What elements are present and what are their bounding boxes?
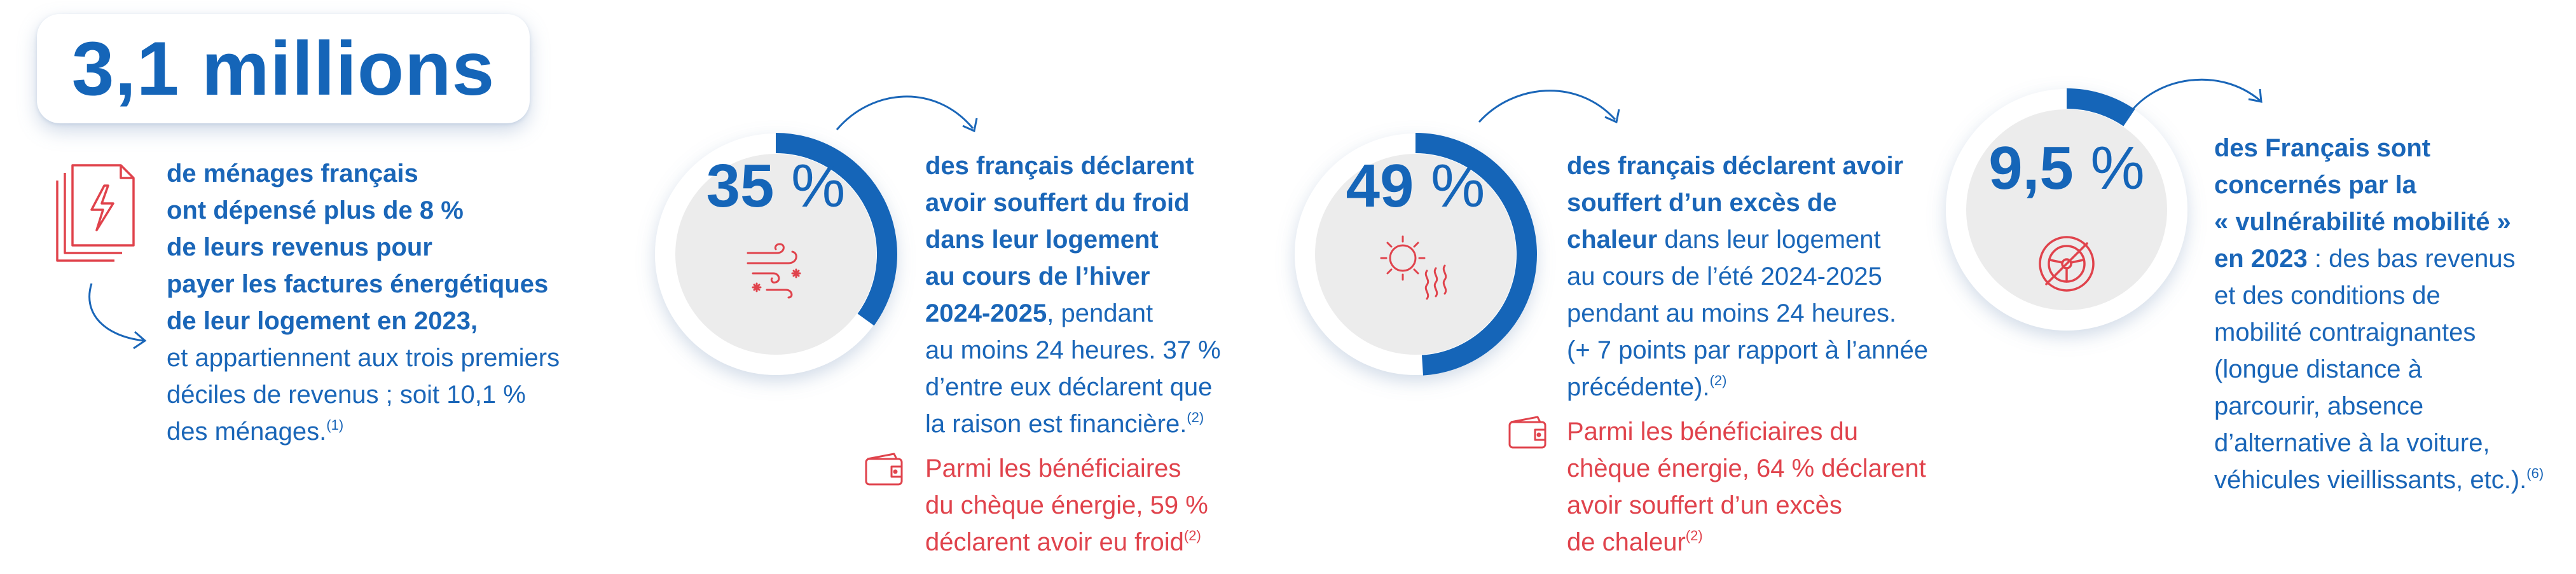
text-line: de ménages français: [167, 160, 418, 188]
ring-track: [1966, 109, 2167, 310]
text-line: précédente).(2): [1567, 372, 1727, 401]
text-line: déclarent avoir eu froid(2): [925, 528, 1201, 556]
ring-progress-arc: [1415, 133, 1537, 376]
wallet-icon: [1508, 416, 1546, 449]
mobility-bold-text: des Français sont concernés par la « vulné…: [2214, 130, 2558, 277]
cold-normal-text: au moins 24 heures. 37 % d’entre eux décl…: [925, 332, 1281, 442]
text-line: avoir souffert du froid: [925, 189, 1190, 217]
sun-heat-icon: [1380, 235, 1447, 300]
text-line: souffert d’un excès de: [1567, 189, 1837, 217]
text-line: Parmi les bénéficiaires du: [1567, 418, 1858, 446]
text-line: d’entre eux déclarent que: [925, 373, 1213, 401]
text-line: des français déclarent avoir: [1567, 152, 1904, 180]
text-line: et appartiennent aux trois premiers: [167, 344, 560, 372]
cold-energy-cheque-text: Parmi les bénéficiaires du chèque énergie…: [925, 450, 1256, 561]
text-line: la raison est financière.(2): [925, 409, 1204, 438]
curved-arrow-icon: [836, 95, 978, 133]
heat-percentage: 49 %: [1346, 152, 1485, 220]
text-line: (longue distance à: [2214, 355, 2422, 383]
curved-arrow-icon: [2126, 78, 2263, 116]
text-line: avoir souffert d’un excès: [1567, 491, 1842, 519]
heat-energy-cheque-text: Parmi les bénéficiaires du chèque énergie…: [1567, 413, 1948, 561]
text-line: payer les factures énergétiques: [167, 270, 549, 298]
footnote-ref: (2): [1709, 372, 1727, 388]
text-line: pendant au moins 24 heures.: [1567, 299, 1897, 327]
heat-description: des français déclarent avoir souffert d’u…: [1567, 147, 1961, 406]
text-line: Parmi les bénéficiaires: [925, 454, 1181, 482]
text-line: (+ 7 points par rapport à l’année: [1567, 336, 1929, 364]
ring-progress-arc: [2066, 88, 2135, 126]
cold-bold-text: des français déclarent avoir souffert du …: [925, 147, 1281, 332]
ring-track: [675, 154, 876, 355]
households-normal-text: et appartiennent aux trois premiers décil…: [167, 339, 624, 450]
text-line: chaleur dans leur logement: [1567, 226, 1881, 254]
text-line: en 2023 : des bas revenus: [2214, 245, 2516, 273]
text-line: des français déclarent: [925, 152, 1194, 180]
text-line: du chèque énergie, 59 %: [925, 491, 1208, 519]
text-line: d’alternative à la voiture,: [2214, 429, 2490, 457]
text-line: « vulnérabilité mobilité »: [2214, 208, 2511, 236]
headline-badge: 3,1 millions: [37, 14, 530, 123]
text-line: de chaleur(2): [1567, 528, 1703, 556]
text-line: de leurs revenus pour: [167, 233, 432, 261]
ring-progress-arc: [775, 133, 897, 326]
no-steering-wheel-icon: [2039, 236, 2095, 292]
heat-bold-text: des français déclarent avoir souffert d’u…: [1567, 147, 1961, 258]
text-line: au cours de l’hiver: [925, 263, 1150, 290]
footnote-ref: (2): [1685, 528, 1703, 543]
footnote-ref: (6): [2526, 465, 2544, 481]
text-line: au moins 24 heures. 37 %: [925, 336, 1221, 364]
text-line: mobilité contraignantes: [2214, 318, 2476, 346]
curved-arrow-icon: [88, 283, 147, 350]
text-line: véhicules vieillissants, etc.).(6): [2214, 465, 2544, 494]
wind-snow-icon: [747, 243, 801, 299]
text-line: ont dépensé plus de 8 %: [167, 196, 464, 224]
text-line: de leur logement en 2023,: [167, 307, 478, 335]
text-line: 2024-2025, pendant: [925, 299, 1154, 327]
text-line: chèque énergie, 64 % déclarent: [1567, 454, 1926, 482]
mobility-normal-text: et des conditions de mobilité contraignan…: [2214, 277, 2558, 498]
text-line: parcourir, absence: [2214, 392, 2424, 420]
text-line: concernés par la: [2214, 171, 2416, 199]
footnote-ref: (2): [1187, 409, 1204, 425]
energy-bill-icon: [56, 164, 135, 262]
headline-value: 3,1 millions: [71, 26, 495, 111]
mobility-percentage: 9,5 %: [1988, 134, 2145, 202]
cold-description: des français déclarent avoir souffert du …: [925, 147, 1281, 442]
footnote-ref: (2): [1183, 528, 1201, 543]
text-line: dans leur logement: [925, 226, 1159, 254]
households-description: de ménages français ont dépensé plus de 8…: [167, 155, 624, 450]
heat-normal-text: au cours de l’été 2024-2025 pendant au mo…: [1567, 258, 1961, 406]
cold-percentage: 35 %: [706, 152, 846, 220]
text-line: et des conditions de: [2214, 282, 2441, 310]
text-line: au cours de l’été 2024-2025: [1567, 263, 1882, 290]
footnote-ref: (1): [326, 417, 344, 433]
text-line: des ménages.(1): [167, 417, 344, 446]
wallet-icon: [865, 453, 903, 486]
text-line: des Français sont: [2214, 134, 2431, 162]
households-bold-text: de ménages français ont dépensé plus de 8…: [167, 155, 624, 339]
text-line: déciles de revenus ; soit 10,1 %: [167, 381, 526, 409]
curved-arrow-icon: [1478, 90, 1620, 124]
mobility-description: des Français sont concernés par la « vulné…: [2214, 130, 2558, 498]
